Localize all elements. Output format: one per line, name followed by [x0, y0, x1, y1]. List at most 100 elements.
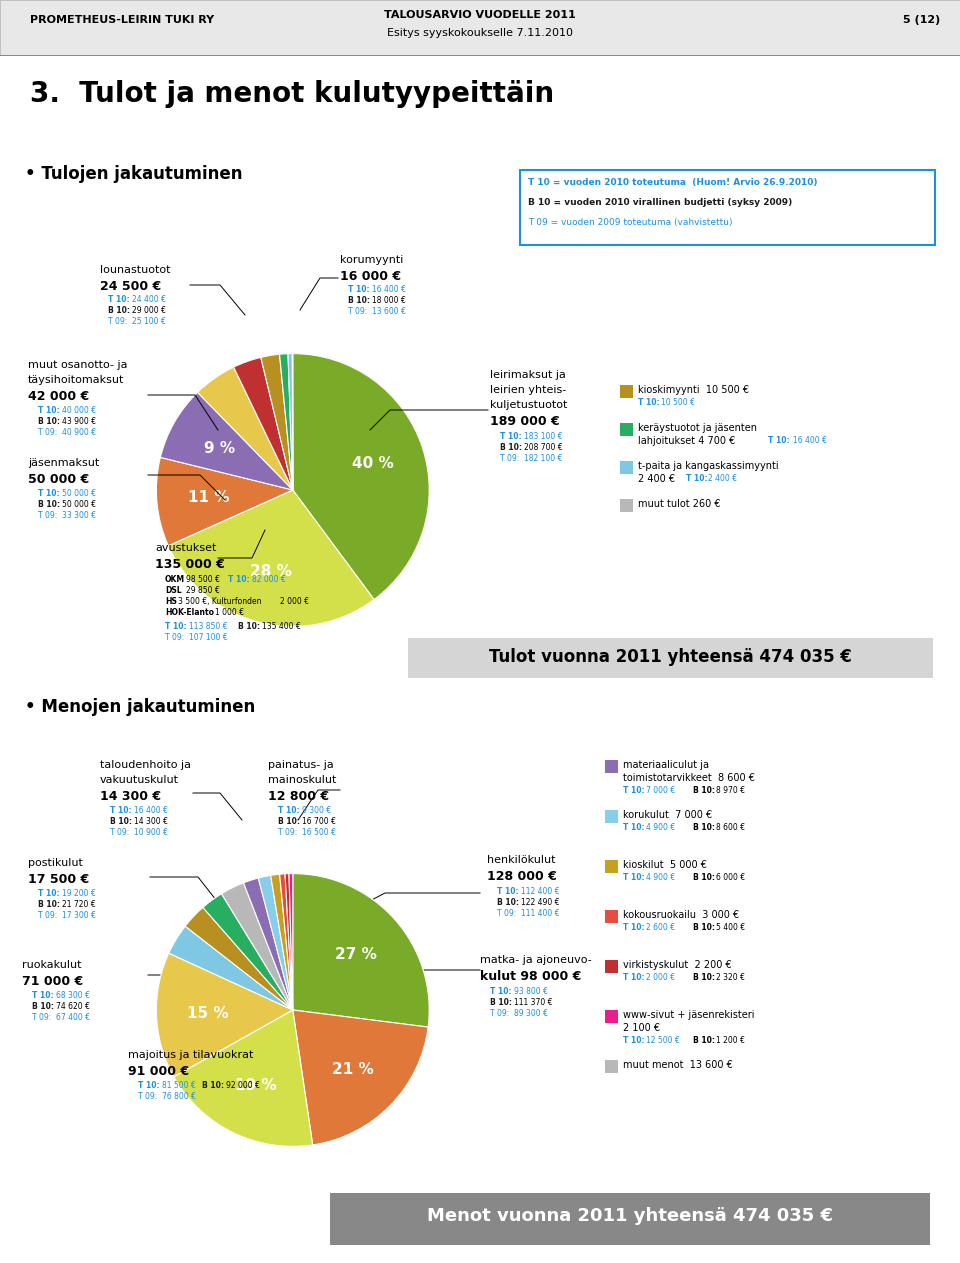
Text: B 10:: B 10: — [693, 873, 715, 882]
Text: 40 %: 40 % — [352, 456, 394, 471]
Text: taloudenhoito ja: taloudenhoito ja — [100, 760, 191, 770]
Text: T 09:: T 09: — [110, 829, 130, 837]
Text: 21 720 €: 21 720 € — [62, 901, 96, 909]
Text: 7 000 €: 7 000 € — [646, 786, 675, 794]
Text: 9 %: 9 % — [204, 441, 235, 456]
Text: B 10:: B 10: — [693, 823, 715, 832]
Text: leirimaksut ja: leirimaksut ja — [490, 370, 565, 380]
Text: 25 100 €: 25 100 € — [132, 317, 166, 326]
Wedge shape — [258, 875, 293, 1010]
Text: T 10:: T 10: — [38, 489, 60, 498]
Text: B 10:: B 10: — [202, 1081, 224, 1090]
Text: majoitus ja tilavuokrat: majoitus ja tilavuokrat — [128, 1050, 253, 1060]
Text: ruokakulut: ruokakulut — [22, 960, 82, 970]
Text: T 10:: T 10: — [38, 405, 60, 416]
Text: mainoskulut: mainoskulut — [268, 775, 336, 786]
Text: 4 900 €: 4 900 € — [646, 873, 675, 882]
Text: 50 000 €: 50 000 € — [28, 474, 89, 486]
Text: 16 700 €: 16 700 € — [302, 817, 336, 826]
Text: korukulut  7 000 €: korukulut 7 000 € — [623, 810, 712, 820]
Text: B 10 = vuoden 2010 virallinen budjetti (syksy 2009): B 10 = vuoden 2010 virallinen budjetti (… — [528, 198, 792, 207]
Text: 16 400 €: 16 400 € — [372, 285, 406, 294]
Text: 21 %: 21 % — [332, 1062, 374, 1076]
Text: postikulut: postikulut — [28, 858, 83, 868]
Text: muut osanotto- ja: muut osanotto- ja — [28, 360, 128, 370]
Text: www-sivut + jäsenrekisteri: www-sivut + jäsenrekisteri — [623, 1010, 755, 1021]
Text: 8 970 €: 8 970 € — [716, 786, 745, 794]
Wedge shape — [293, 354, 429, 600]
Text: 16 400 €: 16 400 € — [134, 806, 168, 815]
Text: 2 600 €: 2 600 € — [646, 923, 675, 932]
Text: 15 %: 15 % — [187, 1005, 229, 1021]
Text: korumyynti: korumyynti — [340, 255, 403, 265]
Text: 17 500 €: 17 500 € — [28, 873, 89, 887]
Text: 93 800 €: 93 800 € — [514, 986, 548, 997]
Text: 92 000 €: 92 000 € — [226, 1081, 260, 1090]
Text: B 10:: B 10: — [38, 417, 60, 426]
Text: B 10:: B 10: — [693, 1036, 715, 1045]
Text: kulut 98 000 €: kulut 98 000 € — [480, 970, 582, 983]
Text: T 10:: T 10: — [497, 887, 518, 895]
Text: 13 600 €: 13 600 € — [372, 307, 406, 316]
Text: 40 000 €: 40 000 € — [62, 405, 96, 416]
Text: kuljetustuotot: kuljetustuotot — [490, 400, 567, 410]
Text: 68 300 €: 68 300 € — [56, 991, 90, 1000]
Text: 12 500 €: 12 500 € — [646, 1036, 680, 1045]
Text: B 10:: B 10: — [490, 998, 512, 1007]
Text: 5 (12): 5 (12) — [902, 15, 940, 25]
Text: T 09:: T 09: — [278, 829, 298, 837]
Wedge shape — [285, 874, 293, 1010]
Text: muut tulot 260 €: muut tulot 260 € — [638, 499, 721, 509]
Text: täysihoitomaksut: täysihoitomaksut — [28, 375, 125, 385]
Text: T 10:: T 10: — [348, 285, 370, 294]
Text: 135 000 €: 135 000 € — [155, 558, 225, 571]
Wedge shape — [160, 393, 293, 490]
Text: 2 400 €: 2 400 € — [708, 474, 737, 482]
Text: 82 000 €: 82 000 € — [252, 575, 286, 584]
Wedge shape — [293, 1010, 428, 1146]
Text: 18 000 €: 18 000 € — [372, 296, 406, 304]
Text: T 10:: T 10: — [623, 923, 644, 932]
Text: 3.  Tulot ja menot kulutyypeittäin: 3. Tulot ja menot kulutyypeittäin — [30, 80, 554, 109]
Text: T 10:: T 10: — [623, 973, 644, 983]
Text: keräystuotot ja jäsenten: keräystuotot ja jäsenten — [638, 423, 757, 433]
Text: OKM: OKM — [165, 575, 185, 584]
Text: T 10:: T 10: — [638, 398, 660, 407]
Text: 8 600 €: 8 600 € — [716, 823, 745, 832]
Text: 6 000 €: 6 000 € — [716, 873, 745, 882]
Text: T 10:: T 10: — [165, 621, 186, 632]
Text: 3 500 €, Kulturfonden: 3 500 €, Kulturfonden — [178, 597, 261, 606]
Text: T 10:: T 10: — [768, 436, 790, 445]
Text: B 10:: B 10: — [38, 901, 60, 909]
Text: 111 400 €: 111 400 € — [521, 909, 560, 918]
Text: 24 400 €: 24 400 € — [132, 296, 166, 304]
Text: T 10 = vuoden 2010 toteutuma  (Huom! Arvio 26.9.2010): T 10 = vuoden 2010 toteutuma (Huom! Arvi… — [528, 178, 818, 187]
Wedge shape — [293, 874, 429, 1027]
Wedge shape — [289, 874, 293, 1010]
Text: 182 100 €: 182 100 € — [524, 453, 563, 464]
Wedge shape — [261, 354, 293, 490]
Text: 17 300 €: 17 300 € — [62, 911, 96, 919]
Text: 91 000 €: 91 000 € — [128, 1065, 189, 1079]
Text: matka- ja ajoneuvo-: matka- ja ajoneuvo- — [480, 955, 591, 965]
Text: 50 000 €: 50 000 € — [62, 500, 96, 509]
Text: 89 300 €: 89 300 € — [514, 1009, 548, 1018]
Text: B 10:: B 10: — [110, 817, 132, 826]
Text: 40 900 €: 40 900 € — [62, 428, 96, 437]
Text: Esitys syyskokoukselle 7.11.2010: Esitys syyskokoukselle 7.11.2010 — [387, 28, 573, 38]
Wedge shape — [279, 874, 293, 1010]
Text: T 09:: T 09: — [497, 909, 516, 918]
Wedge shape — [156, 457, 293, 546]
Text: T 10:: T 10: — [38, 889, 60, 898]
Text: T 09:: T 09: — [348, 307, 368, 316]
Text: B 10:: B 10: — [348, 296, 370, 304]
Text: B 10:: B 10: — [693, 786, 715, 794]
Text: T 09:: T 09: — [108, 317, 128, 326]
Text: T 10:: T 10: — [110, 806, 132, 815]
Wedge shape — [271, 874, 293, 1010]
Text: kioskilut  5 000 €: kioskilut 5 000 € — [623, 860, 707, 870]
Text: muut menot  13 600 €: muut menot 13 600 € — [623, 1060, 732, 1070]
Text: B 10:: B 10: — [38, 500, 60, 509]
Text: DSL: DSL — [165, 586, 181, 595]
Text: 2 100 €: 2 100 € — [623, 1023, 660, 1033]
